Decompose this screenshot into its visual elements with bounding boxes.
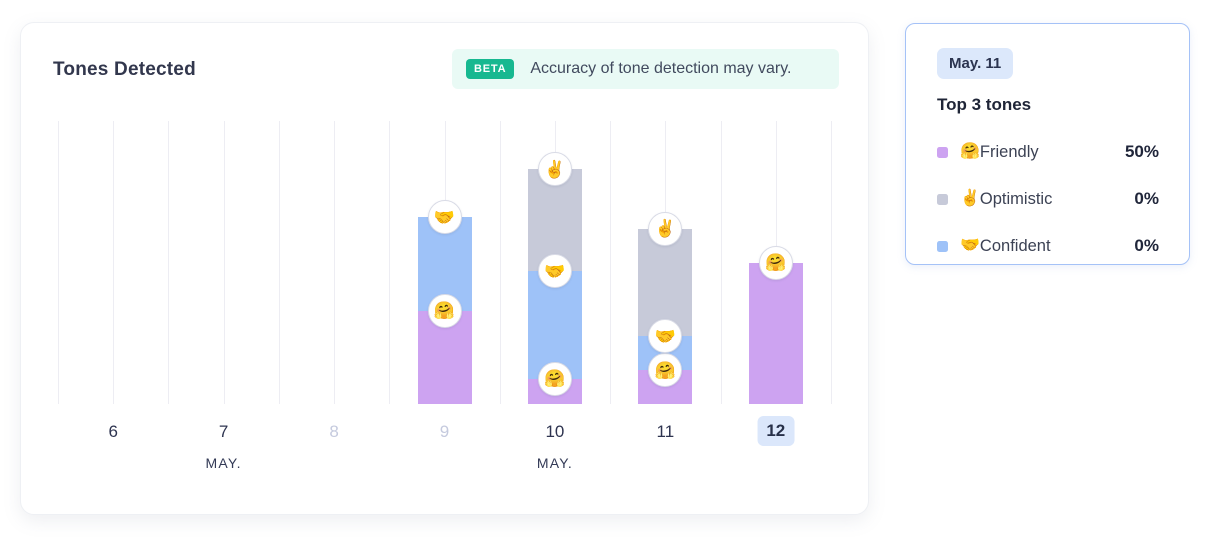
legend-value-optimistic: 0%: [1134, 189, 1159, 208]
legend-row-confident: 🤝 Confident 0%: [937, 236, 1159, 256]
legend-label-confident: Confident: [979, 236, 1051, 255]
confident-emoji-marker: 🤝: [648, 319, 683, 354]
tooltip-panel: May. 11 Top 3 tones 🤗 Friendly 50% ✌️ Op…: [905, 23, 1190, 265]
gridline: [389, 121, 391, 404]
month-label: MAY.: [536, 455, 574, 471]
day-label-11[interactable]: 11: [656, 422, 675, 441]
gridline: [168, 121, 170, 404]
chart-plot: 🤗 🤝 🤗 🤝 ✌️ 🤗 🤝 ✌️ 🤗: [58, 121, 832, 404]
friendly-emoji-marker: 🤗: [427, 293, 462, 328]
optimistic-emoji-marker: ✌️: [537, 152, 572, 187]
page-title: Tones Detected: [53, 59, 196, 80]
legend-value-friendly: 50%: [1124, 142, 1159, 161]
legend-label-optimistic: Optimistic: [979, 189, 1053, 208]
legend-label-friendly: Friendly: [979, 142, 1039, 161]
legend-swatch-0: [937, 146, 948, 158]
tooltip-date-badge: May. 11: [937, 48, 1014, 79]
friendly-emoji-icon: 🤗: [960, 143, 980, 160]
day-label-10[interactable]: 10: [545, 422, 565, 441]
confident-emoji-icon: 🤝: [960, 237, 980, 254]
legend-row-optimistic: ✌️ Optimistic 0%: [937, 189, 1159, 209]
legend-swatch-2: [937, 240, 948, 252]
legend-swatch-1: [937, 193, 948, 205]
beta-banner: BETA Accuracy of tone detection may vary…: [452, 49, 839, 89]
gridline: [831, 121, 832, 404]
optimistic-emoji-icon: ✌️: [960, 190, 980, 207]
legend-value-confident: 0%: [1134, 236, 1159, 255]
gridline: [278, 121, 280, 404]
tooltip-title: Top 3 tones: [937, 95, 1032, 114]
day-label-6[interactable]: 6: [108, 422, 118, 441]
tones-detected-card: Tones Detected BETA Accuracy of tone det…: [20, 22, 869, 515]
day-label-7[interactable]: 7: [218, 422, 229, 441]
bar-day-11-optimistic[interactable]: [638, 228, 693, 337]
day-label-8[interactable]: 8: [329, 422, 339, 441]
gridline: [610, 121, 612, 404]
day-label-9[interactable]: 9: [439, 422, 450, 441]
confident-emoji-marker: 🤝: [427, 200, 462, 235]
optimistic-emoji-marker: ✌️: [648, 211, 683, 246]
legend-row-friendly: 🤗 Friendly 50%: [937, 142, 1159, 162]
friendly-emoji-marker: 🤗: [648, 353, 683, 388]
friendly-emoji-marker: 🤗: [537, 361, 572, 396]
confident-emoji-marker: 🤝: [537, 254, 572, 288]
gridline: [58, 121, 59, 404]
friendly-emoji-marker: 🤗: [758, 245, 793, 280]
gridline: [720, 121, 722, 404]
bar-day-12-friendly[interactable]: [748, 262, 803, 404]
day-label-12[interactable]: 12: [757, 416, 795, 446]
gridline: [223, 121, 225, 404]
gridline: [334, 121, 336, 404]
beta-badge: BETA: [466, 59, 515, 79]
banner-text: Accuracy of tone detection may vary.: [530, 60, 792, 77]
gridline: [113, 121, 115, 404]
gridline: [499, 121, 501, 404]
bar-day-10-confident[interactable]: [527, 271, 582, 379]
chart-x-axis: 6 7 MAY. 8 9 10 MAY. 11 12: [58, 404, 831, 494]
month-label: MAY.: [205, 455, 242, 471]
